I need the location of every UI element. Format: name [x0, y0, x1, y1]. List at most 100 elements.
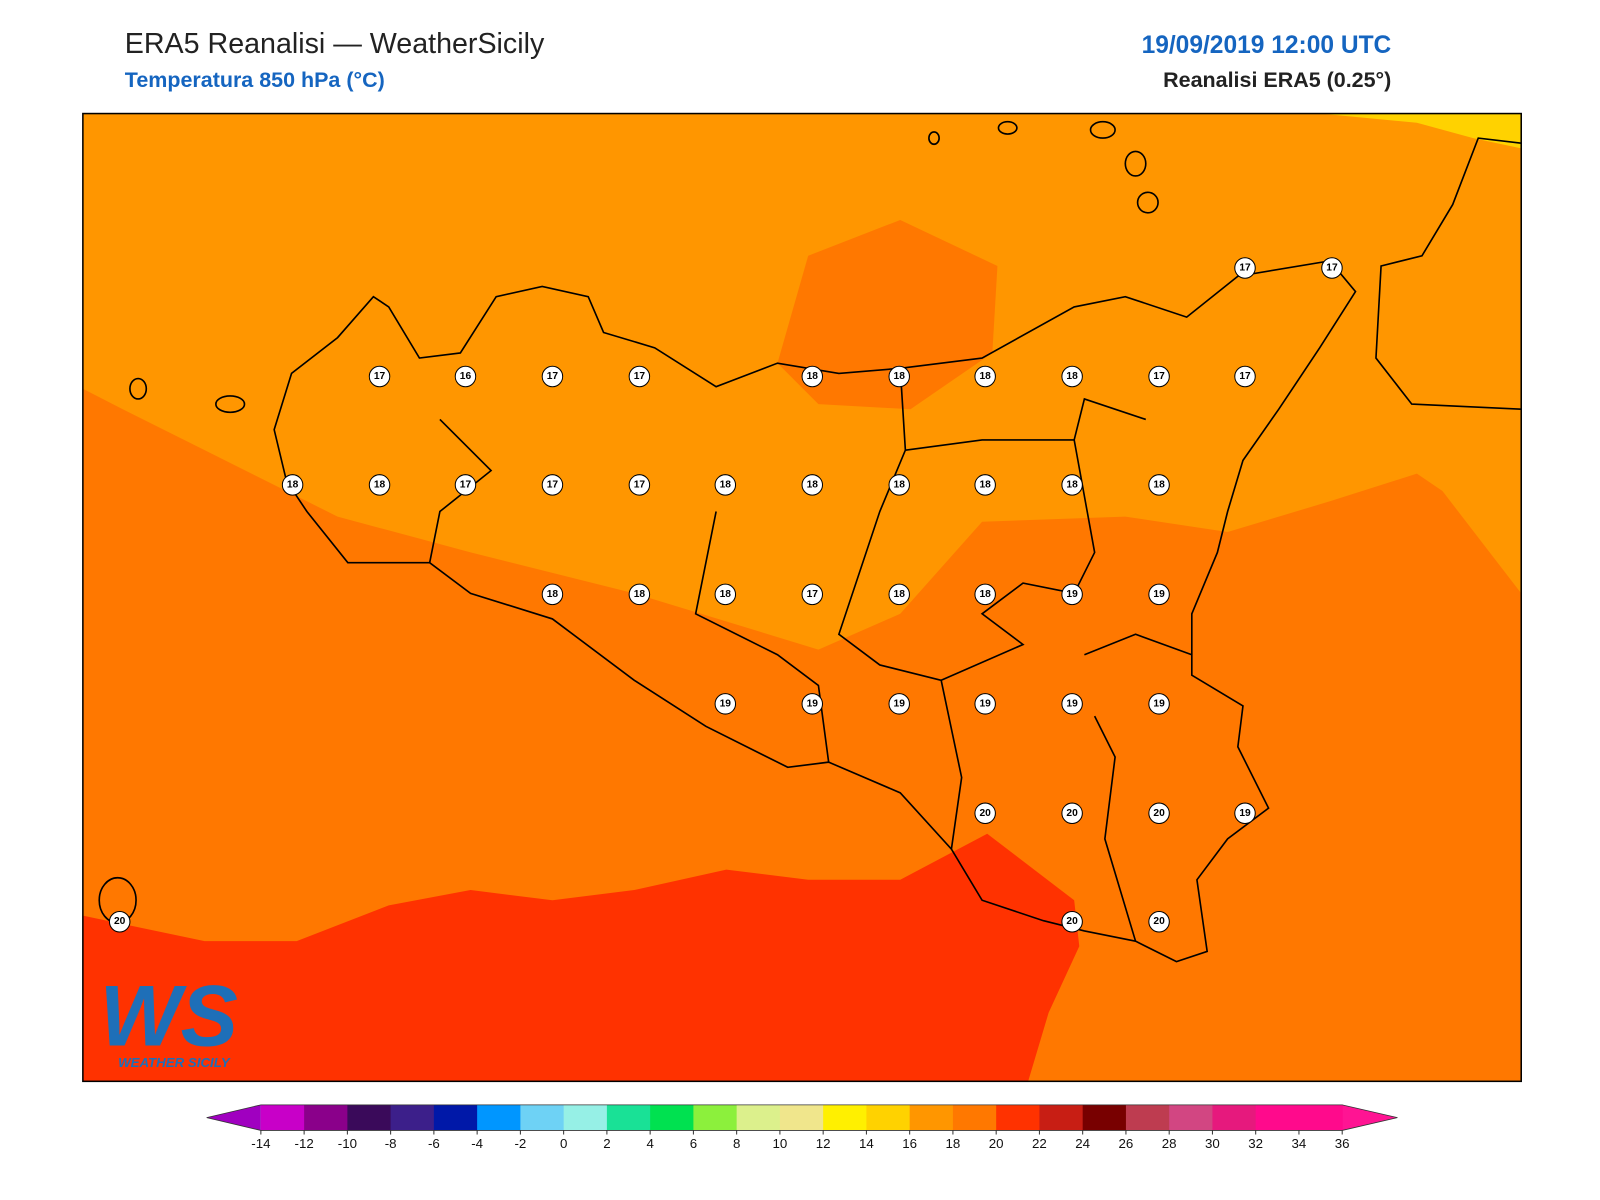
colorbar-segment [996, 1104, 1040, 1131]
colorbar-segment [866, 1104, 911, 1131]
station-value: 18 [894, 589, 906, 600]
datetime: 19/09/2019 12:00 UTC [1142, 32, 1392, 59]
station-value: 17 [374, 371, 386, 382]
colorbar-segment [347, 1104, 392, 1131]
station-value: 20 [1153, 916, 1165, 927]
colorbar-segment [1298, 1104, 1343, 1131]
station-value: 18 [979, 371, 991, 382]
station-marker [454, 365, 477, 388]
station-value: 19 [1239, 808, 1251, 819]
station-marker [1061, 910, 1083, 933]
field-20-22 [82, 833, 1080, 1082]
station-marker [801, 365, 824, 388]
station-value: 18 [720, 589, 732, 600]
station-value: 20 [1066, 808, 1078, 819]
colorbar-over [1342, 1104, 1398, 1131]
colorbar-segment [260, 1104, 305, 1131]
station-value: 17 [807, 589, 819, 600]
colorbar-tick-label: 8 [733, 1136, 740, 1151]
colorbar: -14 -12 -10 -8 -6 -4 -2 0 2 4 6 8 10 12 14 16 18 20 22 24 26… [206, 1104, 1398, 1151]
station-value: 19 [720, 698, 732, 709]
station-marker [801, 474, 824, 496]
colorbar-segment [952, 1104, 997, 1131]
station-marker [1321, 257, 1343, 279]
station-marker [888, 474, 910, 496]
station-marker [1061, 802, 1083, 825]
colorbar-segment [520, 1104, 565, 1131]
station-value: 18 [1153, 479, 1165, 490]
station-value: 19 [894, 698, 906, 709]
subtitle: Temperatura 850 hPa (°C) [125, 68, 385, 92]
stations: 17 17 17 16 17 17 18 18 18 18 17 17 18 18 17 17 17 18 18 18… [108, 257, 1343, 933]
station-marker [714, 583, 737, 606]
station-value: 18 [894, 479, 906, 490]
station-marker [1234, 257, 1256, 279]
station-marker [454, 474, 477, 496]
colorbar-segment [1039, 1104, 1084, 1131]
station-marker [1061, 693, 1083, 715]
colorbar-tick-label: -8 [385, 1136, 397, 1151]
field: 17 17 17 16 17 17 18 18 18 18 17 17 18 18 17 17 17 18 18 18… [82, 113, 1522, 1082]
colorbar-tick-label: 16 [902, 1136, 917, 1151]
station-marker [974, 474, 996, 496]
station-marker [974, 365, 996, 388]
station-value: 18 [634, 589, 646, 600]
colorbar-segment [736, 1104, 781, 1131]
station-value: 18 [979, 479, 991, 490]
station-value: 20 [1066, 916, 1078, 927]
colorbar-tick-label: -2 [514, 1136, 526, 1151]
station-value: 16 [460, 371, 472, 382]
colorbar-segment [477, 1104, 521, 1131]
colorbar-segment [1212, 1104, 1257, 1131]
station-marker [1148, 583, 1170, 606]
station-marker [541, 583, 564, 606]
station-value: 17 [634, 479, 646, 490]
station-value: 19 [979, 698, 991, 709]
station-marker [541, 474, 564, 496]
colorbar-segment [1082, 1104, 1127, 1131]
station-value: 18 [1066, 371, 1078, 382]
station-value: 17 [547, 371, 559, 382]
station-value: 17 [1239, 371, 1251, 382]
source: Reanalisi ERA5 (0.25°) [1163, 68, 1391, 92]
station-value: 18 [287, 479, 299, 490]
colorbar-segment [1125, 1104, 1170, 1131]
colorbar-segment [606, 1104, 651, 1131]
station-value: 18 [894, 371, 906, 382]
station-marker [888, 365, 910, 388]
colorbar-segment [563, 1104, 608, 1131]
station-marker [368, 365, 391, 388]
field-14-16 [1319, 113, 1522, 149]
station-marker [974, 802, 996, 825]
station-marker [628, 583, 651, 606]
colorbar-tick-label: 0 [560, 1136, 567, 1151]
station-marker [801, 693, 824, 715]
station-marker [714, 474, 737, 496]
station-value: 20 [979, 808, 991, 819]
colorbar-tick-label: 22 [1032, 1136, 1047, 1151]
station-marker [541, 365, 564, 388]
station-value: 18 [807, 371, 819, 382]
station-marker [628, 474, 651, 496]
station-value: 19 [1153, 589, 1165, 600]
station-value: 20 [1153, 808, 1165, 819]
station-marker [888, 693, 910, 715]
station-marker [108, 910, 131, 933]
colorbar-tick-label: 36 [1335, 1136, 1350, 1151]
station-marker [1061, 474, 1083, 496]
logo-name: WEATHER SICILY [118, 1055, 231, 1070]
station-marker [714, 693, 737, 715]
colorbar-segment [1169, 1104, 1213, 1131]
station-marker [974, 693, 996, 715]
station-marker [974, 583, 996, 606]
station-value: 20 [114, 916, 126, 927]
station-value: 17 [547, 479, 559, 490]
station-marker [1061, 365, 1083, 388]
colorbar-tick-label: 18 [946, 1136, 961, 1151]
colorbar-tick-label: -10 [338, 1136, 357, 1151]
station-value: 18 [979, 589, 991, 600]
colorbar-tick-label: -12 [295, 1136, 314, 1151]
station-marker [888, 583, 910, 606]
colorbar-segment [650, 1104, 694, 1131]
